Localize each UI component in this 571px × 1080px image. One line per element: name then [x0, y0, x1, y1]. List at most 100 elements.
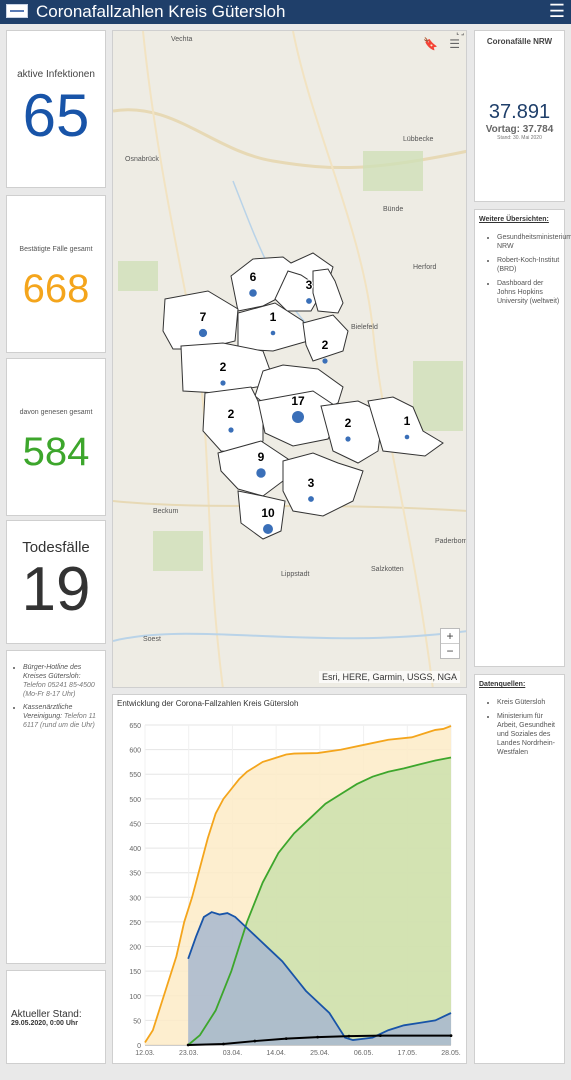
kpi-label: davon genesen gesamt	[19, 409, 93, 416]
link-item[interactable]: Robert-Koch-Institut (BRD)	[497, 256, 560, 274]
chart-title: Entwicklung der Corona-Fallzahlen Kreis …	[117, 699, 299, 708]
district-marker[interactable]	[345, 436, 351, 442]
district-marker[interactable]	[198, 328, 208, 338]
map-place-label: Bünde	[383, 206, 403, 213]
links-heading: Weitere Übersichten:	[479, 216, 549, 223]
deaths-point	[222, 1042, 225, 1046]
links-card: Weitere Übersichten: Gesundheitsminister…	[474, 209, 571, 667]
source-item: Kreis Gütersloh	[497, 698, 560, 707]
map-toolbar: 🔖 ☰	[423, 37, 460, 51]
district-marker[interactable]	[270, 330, 276, 336]
confirmed-cases-card: Bestätigte Fälle gesamt 668	[6, 195, 106, 353]
hotline-title: Kassenärztliche Vereinigung:	[23, 704, 73, 720]
y-tick-label: 350	[129, 871, 141, 878]
deaths-card: Todesfälle 19	[6, 520, 106, 644]
zoom-out-button[interactable]: −	[446, 644, 454, 658]
district-marker[interactable]	[306, 298, 312, 304]
kpi-value: 584	[22, 430, 90, 474]
deaths-line	[188, 1034, 451, 1046]
x-tick-label: 12.03.	[135, 1050, 155, 1057]
district-map[interactable]: Vechta Osnabrück Lübbecke Bünde Herford Biele…	[112, 30, 467, 688]
kpi-value: 65	[22, 82, 90, 149]
district-count-label: 2	[322, 338, 329, 352]
kpi-label: aktive Infektionen	[17, 69, 95, 80]
y-tick-label: 200	[129, 945, 141, 952]
y-tick-label: 0	[137, 1043, 141, 1050]
y-tick-label: 150	[129, 969, 141, 976]
nrw-card: Coronafälle NRW 37.891 Vortag: 37.784 St…	[474, 30, 565, 202]
map-place-label: Soest	[143, 636, 161, 643]
kpi-label: Todesfälle	[22, 539, 90, 556]
x-tick-label: 06.05.	[354, 1050, 374, 1057]
deaths-point	[284, 1037, 288, 1040]
y-tick-label: 400	[129, 846, 141, 853]
y-tick-label: 250	[129, 920, 141, 927]
nrw-title: Coronafälle NRW	[486, 37, 553, 46]
x-tick-label: 17.05.	[398, 1050, 418, 1057]
recovered-line	[187, 756, 452, 1046]
x-tick-label: 14.04.	[266, 1050, 286, 1057]
map-place-label: Beckum	[153, 508, 178, 515]
district-count-label: 1	[270, 310, 277, 324]
x-tick-label: 28.05.	[441, 1050, 461, 1057]
nrw-stand: Stand: 30. Mai 2020	[497, 135, 542, 141]
bookmark-icon[interactable]: 🔖	[422, 37, 438, 51]
hamburger-menu-icon[interactable]: ☰	[548, 1, 565, 21]
district-marker[interactable]	[256, 468, 266, 478]
active-area	[188, 912, 451, 1045]
y-tick-label: 450	[129, 821, 141, 828]
hotline-text: Telefon 05241 85-4500 (Mo-Fr 8-17 Uhr)	[23, 682, 95, 698]
link-item[interactable]: Gesundheitsministerium NRW	[497, 233, 571, 251]
y-tick-label: 550	[129, 772, 141, 779]
district-marker[interactable]	[249, 289, 257, 297]
y-tick-label: 300	[129, 895, 141, 902]
district-marker[interactable]	[308, 496, 314, 502]
district-count-label: 2	[228, 407, 235, 421]
recovered-card: davon genesen gesamt 584	[6, 358, 106, 516]
map-place-label: Bielefeld	[351, 324, 378, 331]
logo-icon	[6, 4, 28, 18]
y-tick-label: 500	[129, 797, 141, 804]
district-marker[interactable]	[322, 358, 328, 364]
y-tick-label: 600	[129, 748, 141, 755]
kpi-value: 668	[22, 267, 90, 311]
district-marker[interactable]	[404, 434, 410, 440]
district-count-label: 17	[291, 394, 305, 408]
deaths-point	[449, 1034, 453, 1038]
district-count-label: 3	[306, 278, 313, 292]
district-count-label: 1	[404, 414, 411, 428]
header-bar: Coronafallzahlen Kreis Gütersloh ☰	[0, 0, 571, 24]
chart-card: Entwicklung der Corona-Fallzahlen Kreis …	[112, 694, 467, 1064]
map-canvas[interactable]: Vechta Osnabrück Lübbecke Bünde Herford Biele…	[113, 31, 467, 688]
hotline-text: Telefon 11 6117 (rund um die Uhr)	[23, 713, 96, 729]
source-item: Ministerium für Arbeit, Gesundheit und S…	[497, 712, 560, 757]
sources-card: Datenquellen: Kreis Gütersloh Ministerium…	[474, 674, 565, 1064]
district-marker[interactable]	[228, 427, 234, 433]
link-item[interactable]: Dashboard der Johns Hopkins University (…	[497, 279, 560, 306]
fullscreen-icon[interactable]: ⛶	[457, 30, 464, 38]
kpi-label: Bestätigte Fälle gesamt	[19, 246, 93, 253]
district-marker[interactable]	[292, 411, 304, 423]
district-count-label: 2	[345, 416, 352, 430]
map-place-label: Paderborn	[435, 538, 467, 545]
legend-list-icon[interactable]: ☰	[449, 37, 460, 51]
list-item: Bürger-Hotline des Kreises Gütersloh: Te…	[23, 663, 99, 699]
sources-heading: Datenquellen:	[479, 681, 526, 688]
chart-svg[interactable]: 0 50 100 150 200 250 300 350 400 450 500 550 600 650 1…	[113, 713, 466, 1063]
district-count-label: 2	[220, 360, 227, 374]
hotline-card: Bürger-Hotline des Kreises Gütersloh: Te…	[6, 650, 106, 964]
district-count-label: 7	[200, 310, 207, 324]
page-title: Coronafallzahlen Kreis Gütersloh	[36, 2, 286, 21]
deaths-point	[347, 1034, 351, 1038]
kpi-value: 19	[21, 555, 91, 624]
x-tick-label: 25.04.	[310, 1050, 330, 1057]
y-tick-label: 650	[129, 723, 141, 730]
map-attribution: Esri, HERE, Garmin, USGS, NGA	[318, 671, 460, 683]
map-place-label: Vechta	[171, 36, 193, 43]
hotline-title: Bürger-Hotline des Kreises Gütersloh:	[23, 664, 82, 680]
active-line	[187, 911, 452, 1041]
active-infections-card: aktive Infektionen 65	[6, 30, 106, 188]
district-marker[interactable]	[263, 524, 273, 534]
district-marker[interactable]	[220, 380, 226, 386]
zoom-in-button[interactable]: +	[441, 629, 459, 644]
